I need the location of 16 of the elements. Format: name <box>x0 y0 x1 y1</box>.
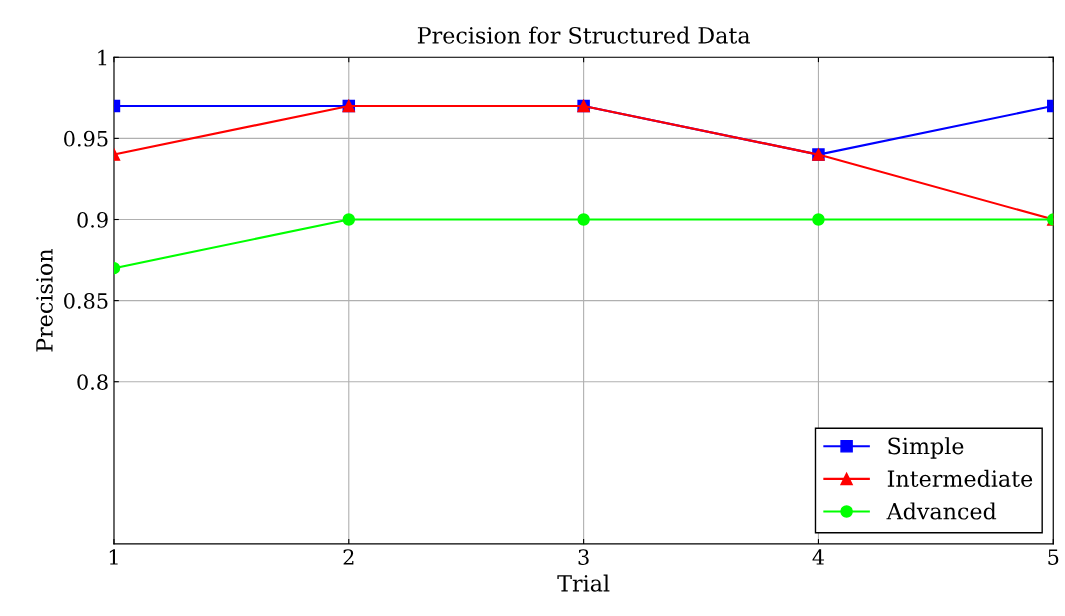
x-tick-label: 5 <box>1048 549 1059 565</box>
legend-label: Simple <box>888 437 964 459</box>
legend-label: Intermediate <box>887 469 1033 487</box>
x-tick-label: 4 <box>812 549 825 565</box>
chart-title: Precision for Structured Data <box>417 26 750 44</box>
x-tick-label: 1 <box>109 549 118 565</box>
y-tick-label: 0.95 <box>64 130 108 147</box>
y-tick-label: 1 <box>98 49 107 66</box>
x-tick-label: 2 <box>343 549 354 565</box>
x-tick-label: 3 <box>578 549 589 565</box>
y-tick-label: 0.9 <box>77 211 108 228</box>
y-tick-label: 0.8 <box>77 374 108 390</box>
x-axis-title: Trial <box>557 574 610 592</box>
y-tick-label: 0.85 <box>64 293 108 309</box>
y-axis-title: Precision <box>36 248 53 352</box>
legend-label: Advanced <box>886 502 997 520</box>
